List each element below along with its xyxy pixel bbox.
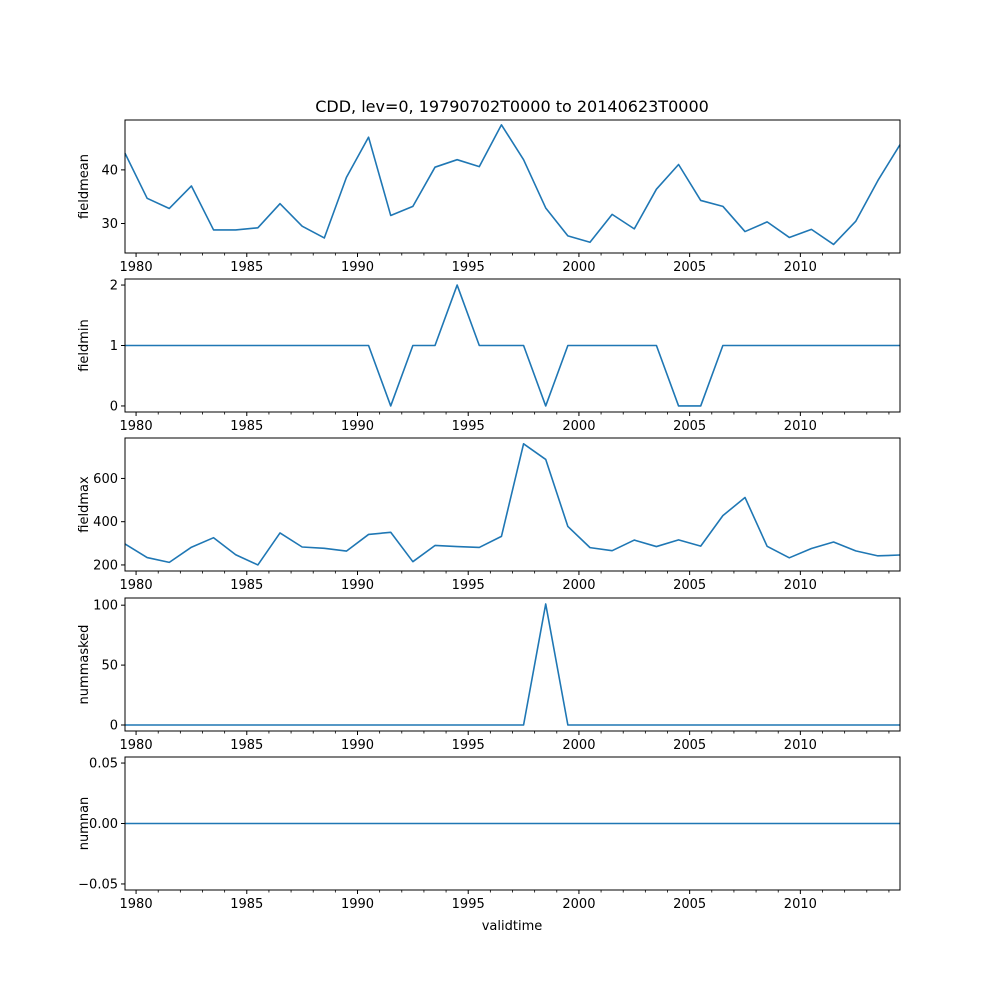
series-line-nummasked: [125, 603, 900, 726]
x-tick-label: 1990: [341, 260, 374, 275]
x-tick-label: 1990: [341, 419, 374, 434]
x-tick-label: 2000: [562, 578, 595, 593]
x-tick-label: 2000: [562, 897, 595, 912]
x-tick-label: 2010: [784, 419, 817, 434]
x-tick-label: 1980: [120, 260, 153, 275]
x-tick-label: 2000: [562, 260, 595, 275]
x-tick-label: 1995: [452, 738, 485, 753]
x-tick-label: 2010: [784, 260, 817, 275]
y-tick-label-fieldmin: 0: [110, 399, 118, 414]
x-tick-label: 1980: [120, 578, 153, 593]
y-axis-label-numnan: numnan: [77, 797, 92, 851]
x-tick-label: 1985: [230, 578, 263, 593]
y-tick-label-nummasked: 100: [93, 599, 118, 614]
x-tick-label: 1980: [120, 738, 153, 753]
x-tick-label: 1990: [341, 578, 374, 593]
x-tick-label: 2010: [784, 897, 817, 912]
x-tick-label: 2010: [784, 738, 817, 753]
y-axis-label-fieldmin: fieldmin: [77, 319, 92, 372]
x-tick-label: 2005: [673, 738, 706, 753]
x-tick-label: 1995: [452, 897, 485, 912]
y-tick-label-numnan: −0.05: [78, 877, 118, 892]
x-tick-label: 1995: [452, 578, 485, 593]
chart-title: CDD, lev=0, 19790702T0000 to 20140623T00…: [315, 97, 709, 116]
x-tick-label: 1980: [120, 897, 153, 912]
x-tick-label: 2005: [673, 578, 706, 593]
y-axis-label-nummasked: nummasked: [77, 625, 92, 705]
y-tick-label-numnan: 0.00: [89, 817, 118, 832]
series-line-fieldmean: [124, 124, 901, 246]
x-axis-label: validtime: [482, 919, 543, 934]
x-tick-label: 1985: [230, 419, 263, 434]
y-tick-label-nummasked: 50: [101, 659, 118, 674]
x-tick-label: 1980: [120, 419, 153, 434]
x-tick-label: 2005: [673, 260, 706, 275]
y-axis-label-fieldmax: fieldmax: [77, 476, 92, 533]
y-tick-label-fieldmin: 2: [110, 279, 118, 294]
x-tick-label: 1985: [230, 738, 263, 753]
x-tick-label: 2005: [673, 419, 706, 434]
subplot-numnan: −0.05 0.00 0.05 numnan 1980 1985 1990 1995 2000 2…: [77, 756, 901, 912]
y-tick-label-nummasked: 0: [110, 719, 118, 734]
y-tick-label-fieldmax: 600: [93, 472, 118, 487]
y-tick-label-numnan: 0.05: [89, 757, 118, 772]
x-tick-label: 1985: [230, 260, 263, 275]
x-tick-label: 1995: [452, 260, 485, 275]
y-tick-label-fieldmean: 30: [101, 217, 118, 232]
x-tick-label: 2010: [784, 578, 817, 593]
x-tick-label: 2000: [562, 738, 595, 753]
x-tick-label: 1995: [452, 419, 485, 434]
x-tick-label: 1990: [341, 738, 374, 753]
x-tick-label: 1990: [341, 897, 374, 912]
y-tick-label-fieldmean: 40: [101, 163, 118, 178]
y-axis-label-fieldmean: fieldmean: [77, 154, 92, 219]
x-tick-label: 1985: [230, 897, 263, 912]
series-line-fieldmax: [124, 443, 901, 566]
x-tick-label: 2000: [562, 419, 595, 434]
y-tick-label-fieldmin: 1: [110, 339, 118, 354]
subplot-fieldmean: 30 40 fieldmean 1980 1985 1990 1995 2000 2005 201…: [77, 119, 901, 275]
y-tick-label-fieldmax: 400: [93, 515, 118, 530]
y-tick-label-fieldmax: 200: [93, 558, 118, 573]
series-line-fieldmin: [125, 284, 900, 407]
x-tick-label: 2005: [673, 897, 706, 912]
subplot-fieldmin: 0 1 2 fieldmin 1980 1985 1990 1995 2000 2005 2010: [77, 278, 901, 434]
